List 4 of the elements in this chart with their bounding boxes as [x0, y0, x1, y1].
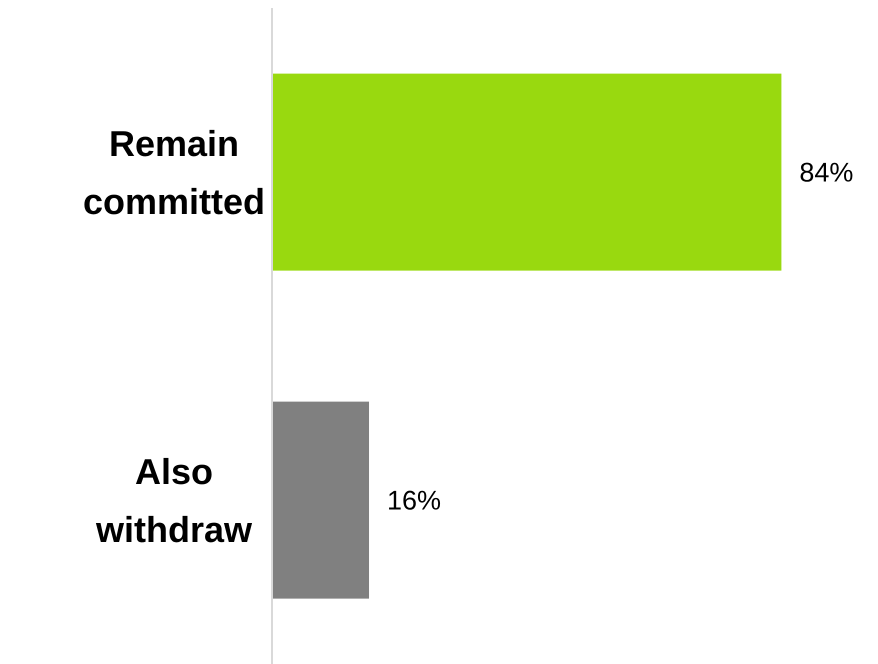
data-label: 16% — [387, 486, 442, 516]
data-label: 84% — [799, 158, 854, 188]
y-tick-label: Also withdraw — [94, 450, 253, 550]
y-tick-label: Remain committed — [82, 122, 266, 222]
